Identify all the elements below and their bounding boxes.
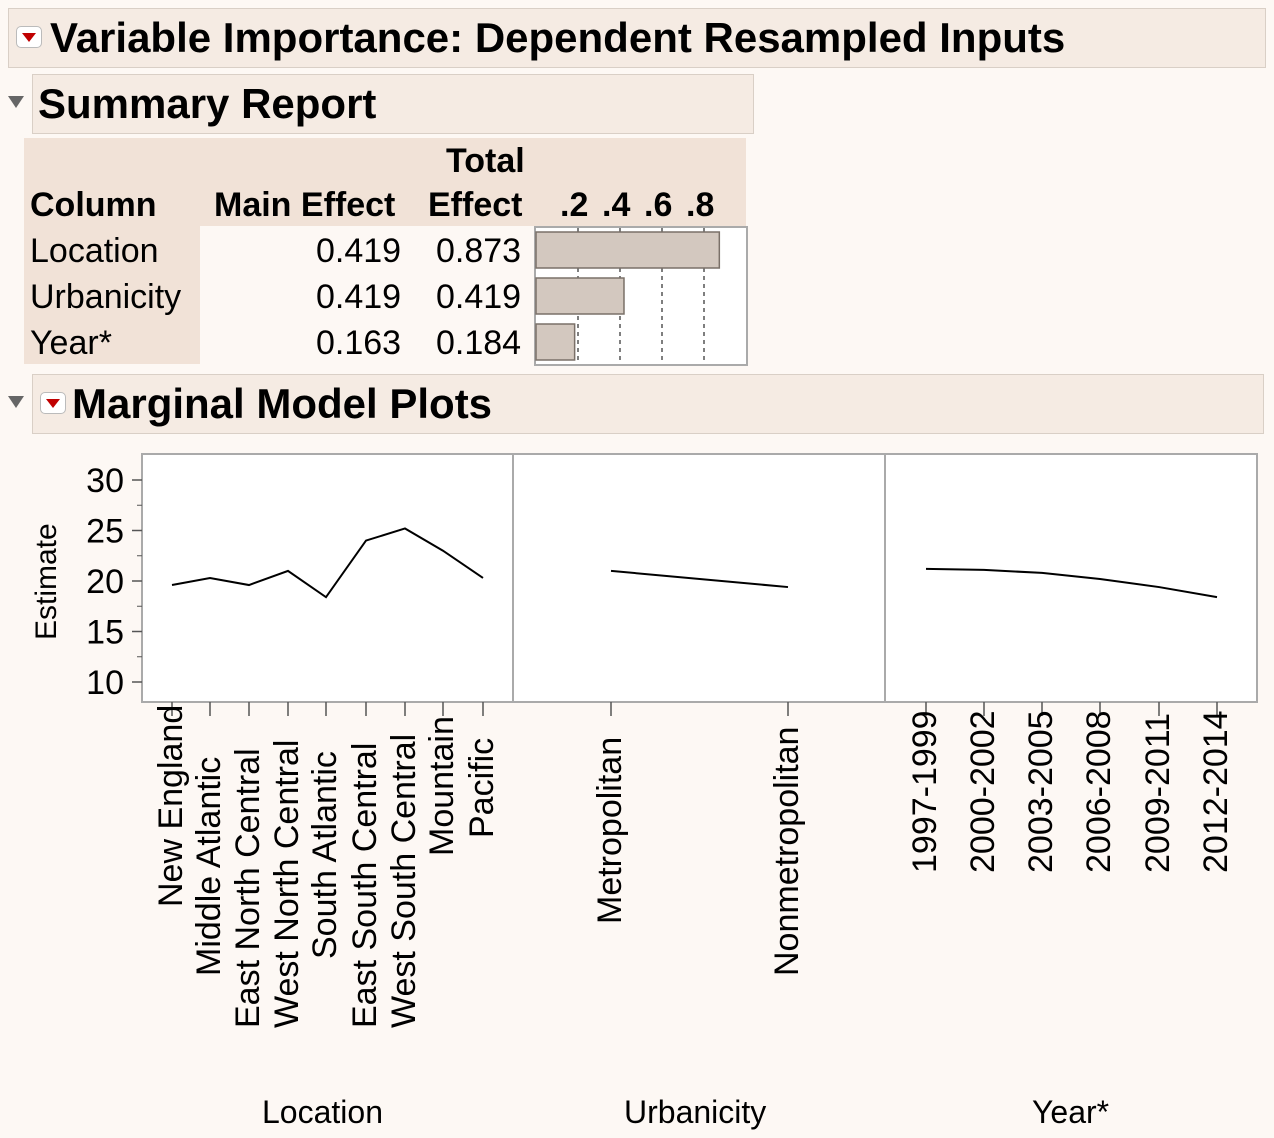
y-tick-label: 25 [86,513,124,551]
y-tick-label: 15 [86,614,124,652]
x-category-label: Mountain [423,715,461,856]
total-effect-bar [535,277,625,315]
y-tick-label: 30 [86,462,124,500]
report-title: Variable Importance: Dependent Resampled… [50,14,1066,61]
row-main-year: 0.163 [316,324,402,362]
x-category-label: 2003-2005 [1022,710,1060,873]
summary-header [32,74,754,134]
x-category-label: East South Central [346,742,384,1028]
total-effect-header-line2: Effect [428,186,523,224]
x-category-label: 2009-2011 [1139,712,1177,873]
main-effect-header: Main Effect [214,186,396,224]
estimate-line [925,567,1218,599]
estimate-line [171,527,484,599]
x-category-label: 2000-2002 [964,710,1002,873]
marginal-collapse-icon[interactable] [8,396,24,408]
x-category-label: West South Central [385,733,423,1028]
report-menu-button[interactable] [16,26,42,48]
x-category-label: 1997-1999 [906,710,944,873]
x-category-label: New England [152,704,190,908]
row-column-location: Location [30,232,159,270]
row-main-urbanicity: 0.419 [316,278,402,316]
marginal-header [32,374,1264,434]
column-header: Column [30,186,157,224]
marginal-model-plots: 10 15 20 25 30 [86,453,1258,716]
x-category-label: Nonmetropolitan [768,726,806,976]
bar-tick-label: .4 [602,186,631,224]
row-total-year: 0.184 [436,324,522,362]
row-labels-bg [24,226,200,364]
x-category-label: East North Central [229,747,267,1028]
report-header [8,8,1266,68]
x-category-label: 2012-2014 [1197,710,1235,873]
x-category-label: West North Central [268,739,306,1028]
x-category-label: South Atlantic [306,750,344,959]
marginal-title: Marginal Model Plots [72,380,493,427]
bar-tick-label: .8 [686,186,715,224]
row-total-urbanicity: 0.419 [436,278,522,316]
x-category-label: Middle Atlantic [190,756,228,976]
row-main-location: 0.419 [316,232,402,270]
x-axis-title-year: Year* [1032,1094,1110,1130]
estimate-line [610,569,789,589]
summary-table-header-bg [24,138,746,226]
y-tick-label: 20 [86,563,124,601]
x-axis-title-urbanicity: Urbanicity [624,1094,767,1130]
row-total-location: 0.873 [436,232,522,270]
x-category-label: Pacific [463,738,501,839]
summary-collapse-icon[interactable] [8,96,24,108]
marginal-menu-button[interactable] [40,392,66,414]
total-effect-header-line1: Total [446,142,525,180]
y-axis-label: Estimate [30,523,63,640]
total-effect-bar-chart [534,226,748,366]
total-effect-bar [535,231,721,269]
row-column-urbanicity: Urbanicity [30,278,182,316]
y-tick-label: 10 [86,664,124,702]
total-effect-bar [535,323,576,361]
row-column-year: Year* [30,324,112,362]
bar-tick-label: .6 [644,186,673,224]
x-category-label: Metropolitan [591,737,629,925]
x-axis-title-location: Location [262,1094,383,1130]
bar-tick-label: .2 [560,186,589,224]
summary-title: Summary Report [38,80,377,127]
x-category-label: 2006-2008 [1080,710,1118,873]
